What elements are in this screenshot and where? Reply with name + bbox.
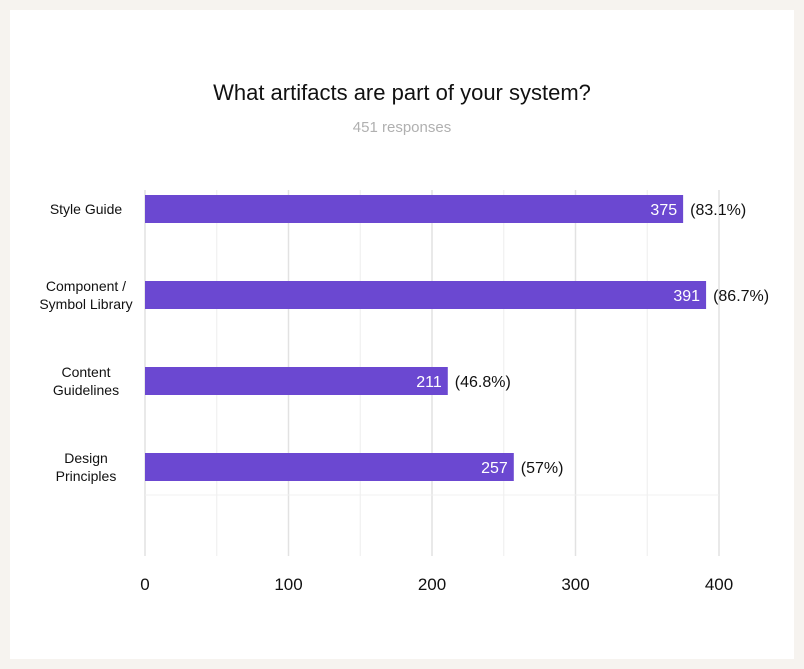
- category-label-line: Symbol Library: [39, 296, 132, 312]
- bar: [145, 281, 707, 309]
- x-tick-label: 0: [140, 575, 149, 594]
- bar: [145, 367, 448, 395]
- category-label-line: Guidelines: [53, 382, 119, 398]
- value-labels: 375 391 211 257: [416, 202, 700, 477]
- x-tick-label: 400: [705, 575, 733, 594]
- category-labels: Style Guide Component / Symbol Library Cont…: [39, 201, 132, 484]
- x-tick-label: 100: [274, 575, 302, 594]
- x-axis-ticks: 0 100 200 300 400: [140, 575, 733, 594]
- category-label-line: Style Guide: [50, 201, 123, 217]
- bar-percent-label: (46.8%): [455, 374, 511, 391]
- chart-subtitle: 451 responses: [352, 119, 452, 136]
- category-label-line: Principles: [56, 468, 117, 484]
- category-label-line: Component /: [46, 278, 126, 294]
- bar-percent-label: (57%): [521, 460, 564, 477]
- chart-title: What artifacts are part of your system?: [213, 80, 591, 105]
- category-label: Component / Symbol Library: [39, 278, 132, 312]
- bar-value-label: 211: [416, 374, 442, 391]
- bar: [145, 453, 514, 481]
- category-label: Content Guidelines: [53, 364, 119, 398]
- x-tick-label: 300: [561, 575, 589, 594]
- bar-value-label: 375: [650, 202, 677, 219]
- bars: [145, 195, 707, 481]
- category-label-line: Content: [61, 364, 110, 380]
- bar-percent-label: (86.7%): [713, 288, 769, 305]
- bar-value-label: 257: [481, 460, 508, 477]
- bar-percent-label: (83.1%): [690, 202, 746, 219]
- category-label: Style Guide: [50, 201, 123, 217]
- category-label: Design Principles: [56, 450, 117, 484]
- bar: [145, 195, 684, 223]
- percent-labels: (83.1%) (86.7%) (46.8%) (57%): [455, 202, 769, 477]
- bar-value-label: 391: [673, 288, 700, 305]
- category-label-line: Design: [64, 450, 108, 466]
- chart-card: [10, 10, 794, 659]
- x-tick-label: 200: [418, 575, 446, 594]
